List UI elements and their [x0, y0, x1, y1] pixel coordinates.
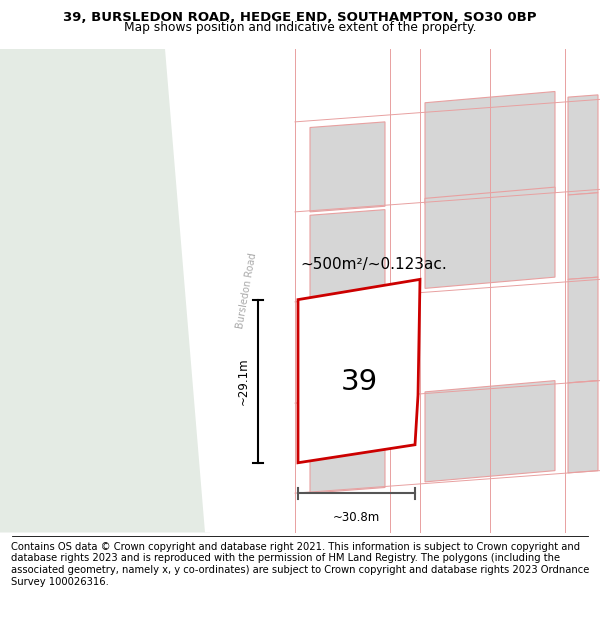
Polygon shape — [568, 192, 598, 279]
Text: 39, BURSLEDON ROAD, HEDGE END, SOUTHAMPTON, SO30 0BP: 39, BURSLEDON ROAD, HEDGE END, SOUTHAMPT… — [63, 11, 537, 24]
Polygon shape — [0, 49, 210, 532]
Polygon shape — [165, 49, 295, 532]
Polygon shape — [298, 279, 420, 462]
Text: ~29.1m: ~29.1m — [237, 357, 250, 405]
Text: 39: 39 — [341, 368, 379, 396]
Polygon shape — [568, 381, 598, 473]
Text: ~500m²/~0.123ac.: ~500m²/~0.123ac. — [300, 258, 447, 272]
Text: ~30.8m: ~30.8m — [333, 511, 380, 524]
Polygon shape — [425, 187, 555, 288]
Polygon shape — [425, 381, 555, 482]
Text: Bursledon Road: Bursledon Road — [235, 252, 259, 329]
Polygon shape — [568, 277, 598, 383]
Polygon shape — [310, 403, 385, 493]
Text: Map shows position and indicative extent of the property.: Map shows position and indicative extent… — [124, 21, 476, 34]
Text: Contains OS data © Crown copyright and database right 2021. This information is : Contains OS data © Crown copyright and d… — [11, 542, 589, 586]
Polygon shape — [310, 122, 385, 212]
Polygon shape — [425, 91, 555, 204]
Polygon shape — [568, 95, 598, 195]
Polygon shape — [310, 209, 385, 299]
